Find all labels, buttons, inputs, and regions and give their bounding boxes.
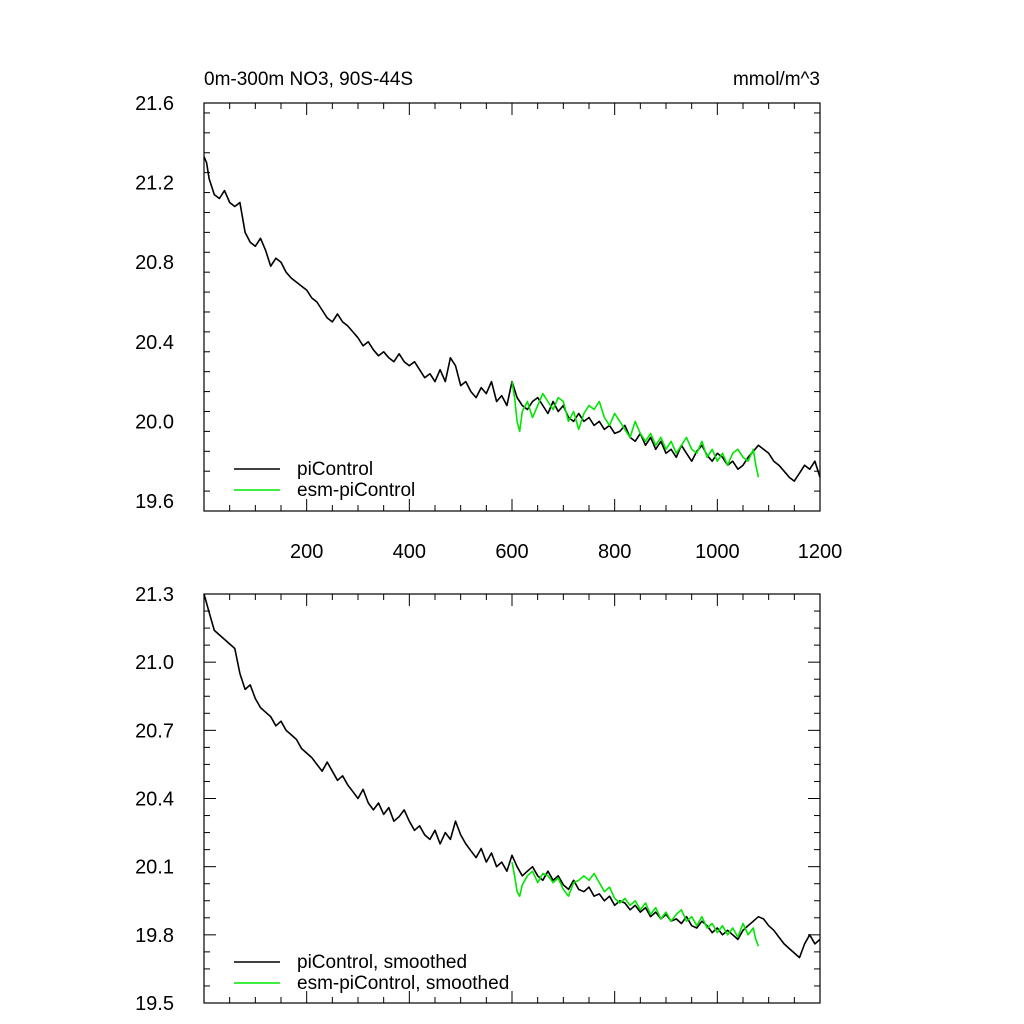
series-line-esm-picontrol xyxy=(511,381,760,478)
x-tick-label: 1200 xyxy=(798,541,843,563)
bottom-panel-ticks xyxy=(203,593,821,1004)
top-panel-frame xyxy=(203,102,821,512)
legend-label: esm-piControl xyxy=(297,480,415,501)
top-panel-series xyxy=(203,156,821,482)
y-tick-label: 21.0 xyxy=(135,652,174,674)
y-tick-label: 19.6 xyxy=(135,491,174,513)
top-panel-ticks xyxy=(203,103,821,512)
bottom-panel: 19.5 19.8 20.1 20.4 20.7 21.0 21.3 piControl, … xyxy=(135,584,821,1015)
series-line-picontrol-smoothed xyxy=(203,593,821,959)
x-tick-label: 800 xyxy=(598,541,631,563)
bottom-panel-tick-labels: 19.5 19.8 20.1 20.4 20.7 21.0 21.3 xyxy=(135,584,174,1015)
y-tick-label: 21.3 xyxy=(135,584,174,606)
bottom-panel-series xyxy=(203,593,821,959)
series-line-picontrol xyxy=(203,156,821,482)
y-tick-label: 20.7 xyxy=(135,720,174,742)
top-panel-tick-labels: 19.6 20.0 20.4 20.8 21.2 21.6 200 400 600 800 1000… xyxy=(135,93,842,563)
y-tick-label: 20.4 xyxy=(135,332,174,354)
x-tick-label: 600 xyxy=(495,541,528,563)
y-tick-label: 21.6 xyxy=(135,93,174,115)
series-line-esm-picontrol-smoothed xyxy=(511,861,760,947)
legend-label: piControl, smoothed xyxy=(297,952,467,973)
x-tick-label: 1000 xyxy=(695,541,740,563)
y-tick-label: 20.4 xyxy=(135,789,174,811)
top-panel-title: 0m-300m NO3, 90S-44S xyxy=(204,69,413,90)
bottom-panel-frame xyxy=(203,593,821,1004)
legend-label: piControl xyxy=(297,459,373,480)
y-tick-label: 20.0 xyxy=(135,411,174,433)
y-tick-label: 19.8 xyxy=(135,925,174,947)
top-panel: 0m-300m NO3, 90S-44S mmol/m^3 19.6 20.0 20… xyxy=(135,69,842,563)
legend-label: esm-piControl, smoothed xyxy=(297,973,509,994)
x-tick-label: 400 xyxy=(393,541,426,563)
y-tick-label: 20.1 xyxy=(135,857,174,879)
x-tick-label: 200 xyxy=(290,541,323,563)
top-panel-units: mmol/m^3 xyxy=(733,69,820,90)
y-tick-label: 19.5 xyxy=(135,993,174,1015)
y-tick-label: 21.2 xyxy=(135,173,174,195)
y-tick-label: 20.8 xyxy=(135,252,174,274)
